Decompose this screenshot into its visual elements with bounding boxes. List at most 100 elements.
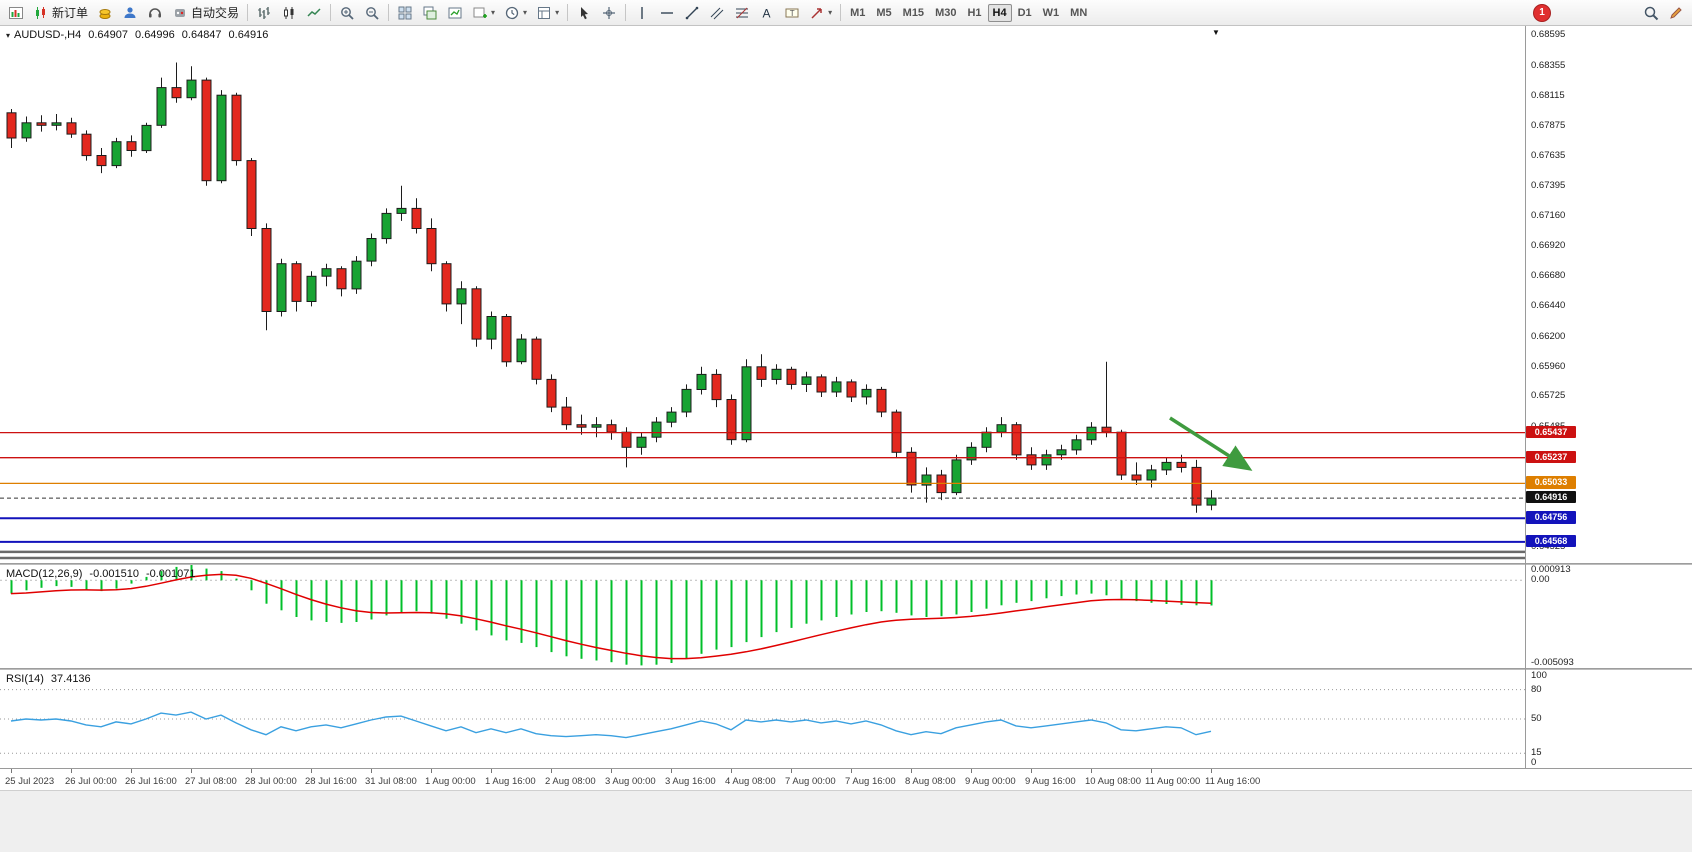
rsi-axis-label: 0 [1531,757,1537,768]
chart-shift-marker-icon[interactable]: ▼ [1212,28,1220,37]
time-tick [71,769,72,773]
new-chart-button[interactable] [4,2,28,24]
horizontal-line-tool[interactable] [655,2,679,24]
trend-arrow-annotation[interactable] [1169,416,1253,471]
add-chart-dropdown[interactable]: ▾ [468,2,499,24]
period-dropdown[interactable]: ▾ [500,2,531,24]
price-tag[interactable]: 0.64916 [1526,491,1576,504]
timeframe-d1[interactable]: D1 [1013,4,1037,22]
edit-button[interactable] [1664,2,1688,24]
arrows-dropdown[interactable]: ▾ [805,2,836,24]
time-tick [251,769,252,773]
one-click-trading-collapse-icon[interactable]: ▾ [6,31,11,40]
dropdown-caret-icon: ▾ [491,7,496,17]
text-tool[interactable]: A [755,2,779,24]
zoom-in-icon [341,6,354,20]
terminal-button[interactable] [143,2,167,24]
time-axis-label: 11 Aug 16:00 [1205,776,1261,787]
channel-tool[interactable] [705,2,729,24]
price-tag[interactable]: 0.65437 [1526,425,1576,438]
rsi-chart-canvas[interactable] [0,670,1525,768]
tile-windows-button[interactable] [393,2,417,24]
timeframe-h4[interactable]: H4 [987,3,1012,22]
price-chart-canvas[interactable] [0,26,1525,563]
rsi-axis-label: 15 [1531,747,1542,759]
cursor-tool-button[interactable] [572,2,596,24]
trendline-tool[interactable] [680,2,704,24]
price-axis[interactable]: 0.68595 0.68355 0.68115 0.67875 0.67635 0.673… [1525,26,1692,563]
timeframe-m15[interactable]: M15 [898,4,929,22]
dropdown-caret-icon: ▾ [828,7,833,17]
template-dropdown[interactable]: ▾ [532,2,563,24]
macd-histogram [10,565,1213,666]
timeframe-m30[interactable]: M30 [930,4,961,22]
time-tick [491,769,492,773]
time-axis[interactable]: 25 Jul 2023 26 Jul 00:00 26 Jul 16:00 27 Ju… [0,768,1692,790]
price-pane[interactable]: ▾ AUDUSD-,H4 0.64907 0.64996 0.64847 0.64916 … [0,26,1525,563]
navigator-button[interactable] [118,2,142,24]
time-tick [611,769,612,773]
timeframe-m1[interactable]: M1 [845,4,870,22]
rsi-axis[interactable]: 100 80 50 15 0 [1525,670,1692,768]
market-watch-icon [99,8,111,19]
auto-trading-label: 自动交易 [191,6,240,20]
rsi-axis-label: 50 [1531,713,1542,724]
cascade-windows-button[interactable] [418,2,442,24]
zoom-in-button[interactable] [335,2,359,24]
macd-axis-label: 0.00 [1531,574,1550,586]
macd-axis[interactable]: 0.000913 0.00 -0.005093 [1525,565,1692,668]
time-axis-label: 4 Aug 08:00 [725,776,776,787]
crosshair-icon [603,6,616,19]
macd-label: MACD(12,26,9) -0.001510 -0.001071 [6,568,203,580]
bar-chart-icon [258,6,271,19]
auto-trading-icon [175,8,186,17]
bar-chart-mode-button[interactable] [252,2,276,24]
price-axis-label: 0.68355 [1531,59,1566,71]
chart-low: 0.64847 [181,29,222,41]
pane-separator[interactable] [0,563,1692,565]
channel-icon [710,7,724,19]
label-tool[interactable]: T [780,2,804,24]
line-chart-mode-button[interactable] [302,2,326,24]
auto-trading-button[interactable]: 自动交易 [168,2,243,24]
pane-separator[interactable] [0,668,1692,670]
time-axis-label: 7 Aug 00:00 [785,776,836,787]
price-tag[interactable]: 0.64756 [1526,511,1576,524]
chart-symbol-period: AUDUSD-,H4 [14,29,82,41]
price-tag[interactable]: 0.65237 [1526,450,1576,464]
notification-badge[interactable]: 1 [1533,3,1551,22]
label-tool-glyph: T [790,8,795,17]
time-axis-label: 31 Jul 08:00 [365,776,417,787]
rsi-pane[interactable]: RSI(14) 37.4136 [0,670,1525,768]
vertical-line-tool[interactable] [630,2,654,24]
candlestick-mode-button[interactable] [277,2,301,24]
horizontal-line-icon [661,11,674,14]
crosshair-tool-button[interactable] [597,2,621,24]
price-tag[interactable]: 0.65033 [1526,476,1576,489]
chart-close: 0.64916 [228,29,269,41]
price-axis-label: 0.66200 [1531,330,1566,342]
new-order-button[interactable]: 新订单 [29,2,92,24]
track-chart-button[interactable] [443,2,467,24]
market-watch-button[interactable] [93,2,117,24]
timeframe-m5[interactable]: M5 [871,4,896,22]
zoom-out-button[interactable] [360,2,384,24]
macd-pane[interactable]: MACD(12,26,9) -0.001510 -0.001071 [0,565,1525,668]
timeframe-h1[interactable]: H1 [962,4,986,22]
macd-chart-canvas[interactable] [0,565,1525,668]
rsi-label: RSI(14) 37.4136 [6,673,98,685]
zoom-out-icon [366,6,379,20]
toolbar-separator [567,4,569,21]
timeframe-w1[interactable]: W1 [1038,4,1065,22]
rsi-name: RSI(14) [6,673,44,685]
dropdown-caret-icon: ▾ [523,7,528,17]
track-chart-icon [448,7,462,18]
toolbar-separator [247,4,249,21]
fibonacci-tool[interactable] [730,2,754,24]
price-axis-label: 0.65725 [1531,390,1566,402]
timeframe-mn[interactable]: MN [1065,4,1092,22]
time-axis-label: 9 Aug 00:00 [965,776,1016,787]
price-tag[interactable]: 0.64568 [1526,534,1576,548]
text-tool-icon: A [763,6,771,20]
search-button[interactable] [1639,2,1663,24]
